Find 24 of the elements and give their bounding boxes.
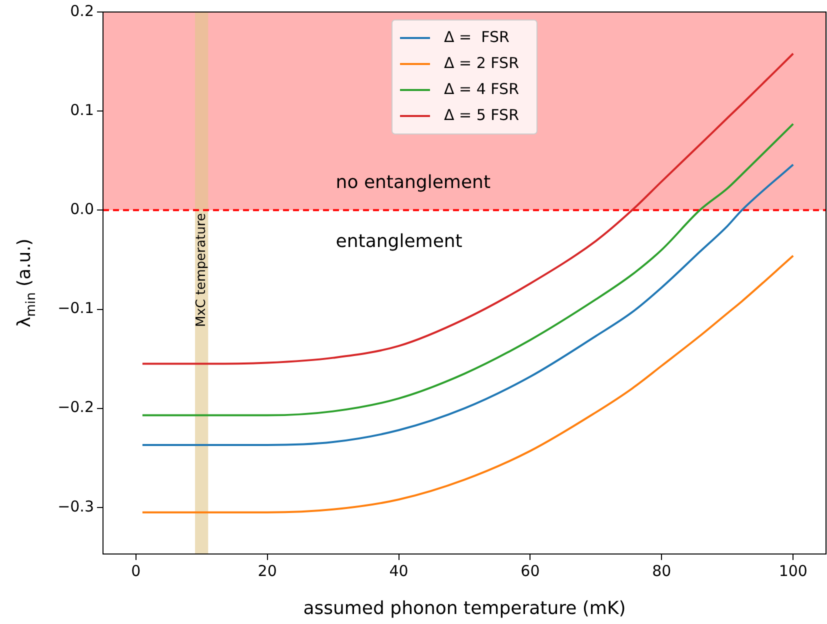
x-tick-label: 80 <box>652 562 672 580</box>
legend-label: Δ = 5 FSR <box>444 106 520 124</box>
y-tick-label: −0.3 <box>58 497 94 516</box>
legend-label: Δ = FSR <box>444 28 510 46</box>
x-tick-label: 0 <box>131 562 141 580</box>
band-label: MxC temperature <box>194 213 209 328</box>
x-tick-label: 100 <box>778 562 808 580</box>
y-tick-label: 0.0 <box>70 200 94 218</box>
y-tick-label: −0.1 <box>58 299 94 318</box>
x-tick-label: 40 <box>389 562 408 580</box>
y-tick-label: −0.2 <box>58 398 94 416</box>
line-series <box>141 122 794 416</box>
x-tick-label: 60 <box>520 562 540 580</box>
line-series <box>141 52 794 365</box>
legend-label: Δ = 4 FSR <box>444 80 520 98</box>
line-series <box>141 164 794 446</box>
x-tick-label: 20 <box>258 562 277 580</box>
y-axis-title: λmin (a.u.) <box>14 238 39 328</box>
legend-label: Δ = 2 FSR <box>444 54 520 72</box>
x-axis-title: assumed phonon temperature (mK) <box>303 598 626 619</box>
y-tick-label: 0.2 <box>70 2 94 20</box>
annotation: no entanglement <box>336 172 491 193</box>
y-tick-label: 0.1 <box>70 100 94 119</box>
annotation: entanglement <box>336 230 462 252</box>
